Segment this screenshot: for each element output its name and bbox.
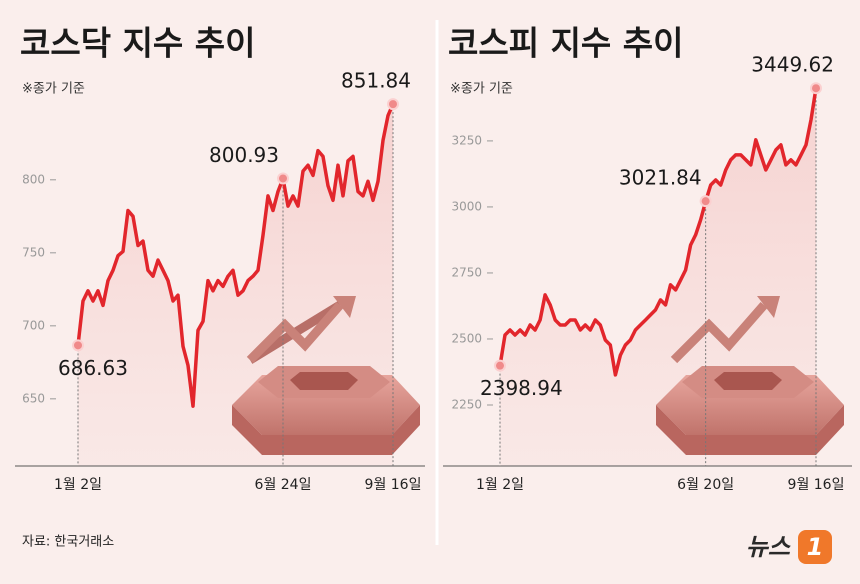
y-tick-label: 3000: [451, 199, 482, 213]
y-tick-label: 650: [22, 391, 45, 405]
y-tick-label: 700: [22, 318, 45, 332]
chart-title: 코스닥 지수 추이: [20, 24, 256, 63]
source: 자료: 한국거래소: [22, 535, 114, 550]
x-tick-label: 6월 24일: [255, 477, 312, 493]
podium-hole: [714, 372, 782, 390]
point-marker: [494, 359, 506, 372]
x-tick-label: 9월 16일: [788, 477, 845, 493]
logo-mark: [798, 530, 832, 564]
y-tick-label: 2750: [451, 265, 482, 279]
y-tick-label: 2500: [451, 331, 482, 345]
value-label: 3021.84: [619, 166, 702, 190]
logo-number: 1: [807, 533, 824, 561]
x-tick-label: 9월 16일: [365, 477, 422, 493]
value-label: 800.93: [209, 143, 279, 167]
point-marker: [810, 82, 822, 95]
x-tick-label: 1월 2일: [476, 477, 524, 493]
y-tick-label: 800: [22, 172, 45, 186]
value-label: 3449.62: [751, 53, 834, 77]
arrowhead: [333, 296, 356, 318]
subtitle: ※종가 기준: [22, 82, 85, 97]
arrow: [670, 302, 768, 364]
arrow: [246, 302, 344, 364]
arrowhead: [757, 296, 780, 318]
podium-hole: [290, 372, 358, 390]
x-tick-label: 6월 20일: [677, 477, 734, 493]
line: [498, 87, 818, 377]
point-marker: [72, 339, 84, 352]
y-tick-label: 3250: [451, 133, 482, 147]
podium-side: [232, 405, 420, 455]
point-marker: [387, 98, 399, 111]
podium-side: [656, 405, 844, 455]
line: [76, 103, 395, 408]
value-label: 851.84: [341, 69, 411, 93]
y-tick-label: 750: [22, 245, 45, 259]
point-marker: [699, 195, 712, 208]
podium-left: [232, 296, 420, 455]
logo-text: 뉴스: [746, 533, 791, 561]
value-label: 2398.94: [480, 376, 563, 400]
foreground-layer: 코스닥 지수 추이 ※종가 기준 650 700 750 800 1월 2일 6월 24일 9월…: [15, 24, 852, 493]
value-label: 686.63: [58, 356, 128, 380]
subtitle: ※종가 기준: [450, 82, 513, 97]
y-tick-label: 2250: [451, 397, 482, 411]
point-marker: [277, 172, 289, 185]
chart-title: 코스피 지수 추이: [448, 24, 684, 63]
x-tick-label: 1월 2일: [54, 477, 102, 493]
podium-right: [656, 296, 844, 455]
illustration: [232, 296, 844, 455]
